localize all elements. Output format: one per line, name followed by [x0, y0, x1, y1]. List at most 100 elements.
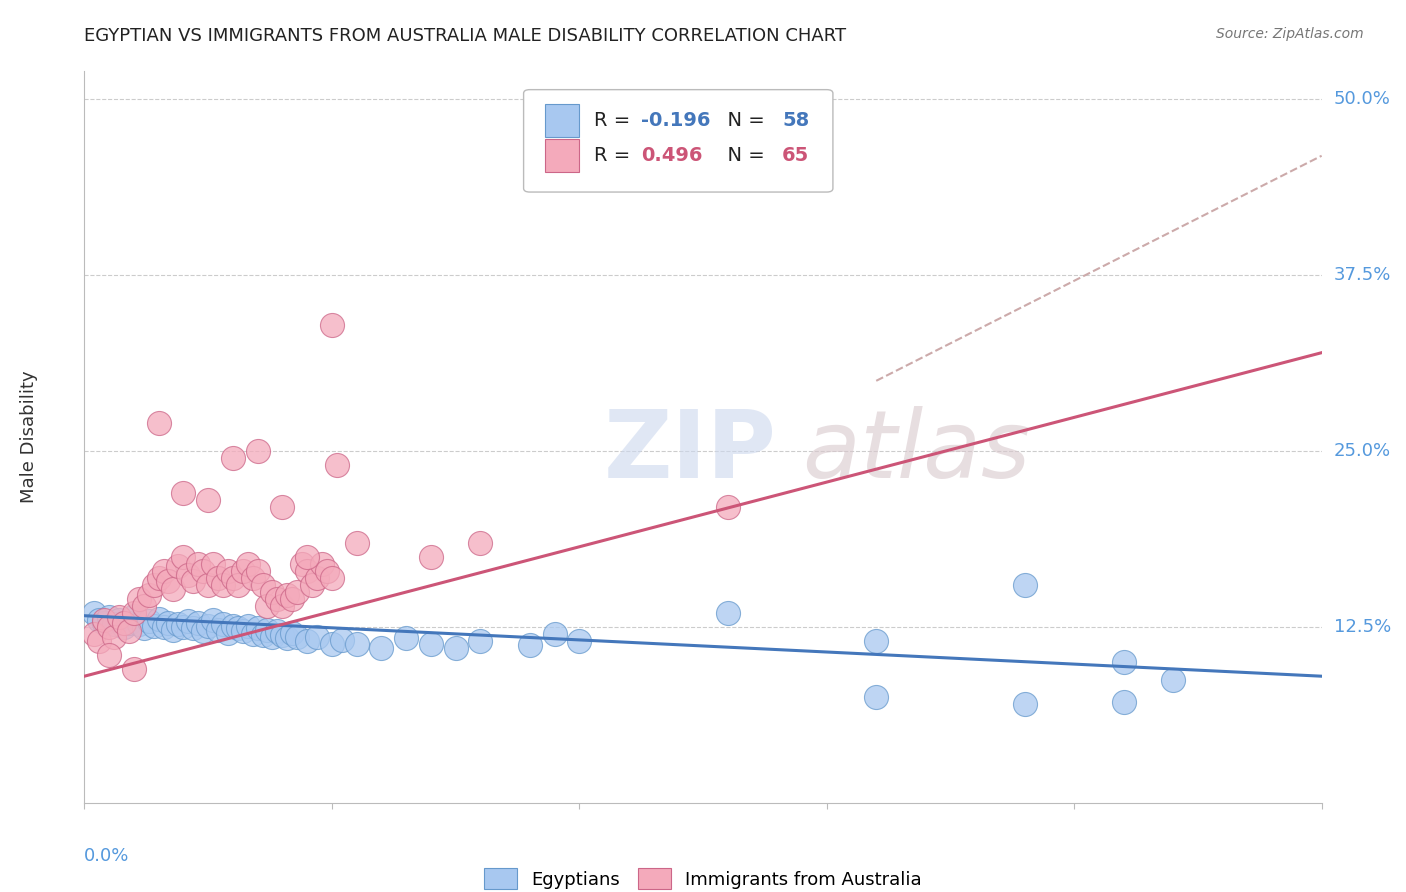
Point: [276, 632, 298, 646]
Point: [242, 571, 264, 585]
Point: [276, 588, 298, 602]
FancyBboxPatch shape: [544, 139, 579, 172]
Text: -0.196: -0.196: [641, 111, 710, 130]
Point: [262, 584, 284, 599]
Point: [202, 613, 225, 627]
Point: [112, 615, 135, 630]
Point: [191, 564, 214, 578]
Point: [217, 564, 239, 578]
Point: [395, 632, 418, 646]
Point: [152, 620, 174, 634]
Point: [321, 318, 343, 332]
Point: [311, 557, 333, 571]
Point: [266, 624, 288, 639]
Point: [122, 608, 145, 623]
Point: [93, 613, 115, 627]
Point: [212, 578, 235, 592]
Point: [167, 559, 190, 574]
Point: [236, 618, 259, 632]
Point: [108, 610, 131, 624]
Point: [226, 621, 249, 635]
Point: [103, 617, 125, 632]
Text: 0.0%: 0.0%: [84, 847, 129, 864]
Point: [177, 568, 200, 582]
Point: [865, 634, 887, 648]
Point: [295, 549, 318, 564]
Point: [167, 617, 190, 632]
Point: [217, 625, 239, 640]
Point: [1161, 673, 1184, 688]
Point: [191, 624, 214, 639]
Point: [222, 618, 245, 632]
Text: EGYPTIAN VS IMMIGRANTS FROM AUSTRALIA MALE DISABILITY CORRELATION CHART: EGYPTIAN VS IMMIGRANTS FROM AUSTRALIA MA…: [84, 27, 846, 45]
Point: [346, 535, 368, 549]
Point: [152, 564, 174, 578]
Point: [157, 615, 180, 630]
Point: [148, 571, 170, 585]
Point: [1014, 698, 1036, 712]
Point: [281, 591, 304, 606]
Point: [246, 564, 269, 578]
Text: 0.496: 0.496: [641, 146, 703, 165]
Point: [197, 618, 219, 632]
Point: [321, 637, 343, 651]
Point: [172, 486, 194, 500]
Point: [305, 571, 328, 585]
Point: [222, 451, 245, 466]
Point: [98, 610, 121, 624]
Text: R =: R =: [595, 146, 637, 165]
Point: [132, 599, 155, 613]
Point: [207, 623, 229, 637]
Point: [118, 624, 141, 639]
Point: [346, 637, 368, 651]
Text: 25.0%: 25.0%: [1334, 442, 1391, 460]
Point: [83, 627, 105, 641]
Text: Male Disability: Male Disability: [20, 371, 38, 503]
Point: [1112, 694, 1135, 708]
Point: [252, 628, 274, 642]
Point: [83, 606, 105, 620]
Point: [172, 549, 194, 564]
Text: 65: 65: [782, 146, 810, 165]
Point: [266, 591, 288, 606]
Point: [256, 599, 278, 613]
Point: [568, 634, 591, 648]
Point: [717, 606, 740, 620]
Point: [202, 557, 225, 571]
Point: [295, 634, 318, 648]
Point: [321, 571, 343, 585]
FancyBboxPatch shape: [523, 90, 832, 192]
Point: [222, 571, 245, 585]
Point: [281, 625, 304, 640]
Point: [177, 615, 200, 629]
Point: [236, 557, 259, 571]
Point: [285, 630, 308, 644]
Point: [187, 557, 209, 571]
Point: [89, 634, 111, 648]
Point: [212, 617, 235, 632]
Point: [122, 606, 145, 620]
Point: [1014, 578, 1036, 592]
Point: [128, 617, 150, 632]
Point: [162, 623, 184, 637]
Point: [419, 549, 441, 564]
Text: N =: N =: [716, 111, 772, 130]
Point: [470, 535, 492, 549]
Point: [295, 564, 318, 578]
Point: [262, 630, 284, 644]
Text: ZIP: ZIP: [605, 406, 778, 498]
Point: [246, 621, 269, 635]
Point: [112, 620, 135, 634]
Point: [187, 615, 209, 630]
Text: atlas: atlas: [801, 406, 1031, 497]
Point: [128, 591, 150, 606]
Point: [148, 416, 170, 430]
Text: Source: ZipAtlas.com: Source: ZipAtlas.com: [1216, 27, 1364, 41]
Point: [865, 690, 887, 705]
Point: [1112, 655, 1135, 669]
Point: [118, 615, 141, 630]
Point: [370, 641, 392, 656]
Point: [157, 574, 180, 588]
Text: R =: R =: [595, 111, 637, 130]
Point: [162, 582, 184, 596]
